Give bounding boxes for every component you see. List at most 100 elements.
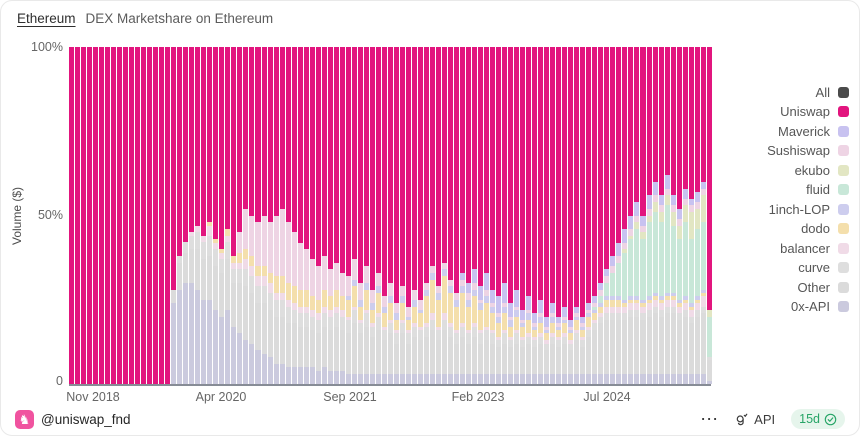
bar-102[interactable]: [682, 47, 688, 384]
bar-79[interactable]: [544, 47, 550, 384]
bar-44[interactable]: [333, 47, 339, 384]
bar-58[interactable]: [417, 47, 423, 384]
bar-21[interactable]: [195, 47, 201, 384]
bar-45[interactable]: [339, 47, 345, 384]
bar-86[interactable]: [586, 47, 592, 384]
bar-60[interactable]: [429, 47, 435, 384]
bar-13[interactable]: [147, 47, 153, 384]
chain-filter-link[interactable]: Ethereum: [17, 11, 76, 26]
bar-67[interactable]: [472, 47, 478, 384]
bar-103[interactable]: [688, 47, 694, 384]
bar-90[interactable]: [610, 47, 616, 384]
legend-item-Uniswap[interactable]: Uniswap: [767, 104, 849, 119]
bar-25[interactable]: [219, 47, 225, 384]
legend-item-balancer[interactable]: balancer: [767, 241, 849, 256]
bar-14[interactable]: [153, 47, 159, 384]
bar-91[interactable]: [616, 47, 622, 384]
bar-72[interactable]: [502, 47, 508, 384]
bar-11[interactable]: [135, 47, 141, 384]
bar-29[interactable]: [243, 47, 249, 384]
bar-23[interactable]: [207, 47, 213, 384]
bar-66[interactable]: [466, 47, 472, 384]
bar-43[interactable]: [327, 47, 333, 384]
bar-32[interactable]: [261, 47, 267, 384]
bar-2[interactable]: [81, 47, 87, 384]
bar-8[interactable]: [117, 47, 123, 384]
bar-37[interactable]: [291, 47, 297, 384]
bar-59[interactable]: [423, 47, 429, 384]
bar-98[interactable]: [658, 47, 664, 384]
author-link[interactable]: ♞ @uniswap_fnd: [15, 409, 131, 429]
bar-24[interactable]: [213, 47, 219, 384]
bar-68[interactable]: [478, 47, 484, 384]
bar-42[interactable]: [321, 47, 327, 384]
bar-48[interactable]: [357, 47, 363, 384]
bar-96[interactable]: [646, 47, 652, 384]
legend-item-ekubo[interactable]: ekubo: [767, 163, 849, 178]
bar-53[interactable]: [387, 47, 393, 384]
bar-12[interactable]: [141, 47, 147, 384]
bar-104[interactable]: [694, 47, 700, 384]
bar-99[interactable]: [664, 47, 670, 384]
bar-41[interactable]: [315, 47, 321, 384]
legend-item-Sushiswap[interactable]: Sushiswap: [767, 143, 849, 158]
bar-80[interactable]: [550, 47, 556, 384]
bar-89[interactable]: [604, 47, 610, 384]
api-button[interactable]: API: [734, 412, 775, 427]
bar-10[interactable]: [129, 47, 135, 384]
bar-22[interactable]: [201, 47, 207, 384]
bar-9[interactable]: [123, 47, 129, 384]
legend-item-1inch-LOP[interactable]: 1inch-LOP: [767, 202, 849, 217]
bar-0[interactable]: [69, 47, 75, 384]
legend-item-fluid[interactable]: fluid: [767, 182, 849, 197]
bar-94[interactable]: [634, 47, 640, 384]
bar-20[interactable]: [189, 47, 195, 384]
legend-item-All[interactable]: All: [767, 85, 849, 100]
bar-46[interactable]: [345, 47, 351, 384]
bar-3[interactable]: [87, 47, 93, 384]
legend-item-Maverick[interactable]: Maverick: [767, 124, 849, 139]
bar-100[interactable]: [670, 47, 676, 384]
bar-83[interactable]: [568, 47, 574, 384]
bar-50[interactable]: [369, 47, 375, 384]
bar-18[interactable]: [177, 47, 183, 384]
bar-54[interactable]: [393, 47, 399, 384]
bar-55[interactable]: [399, 47, 405, 384]
bar-56[interactable]: [405, 47, 411, 384]
bar-78[interactable]: [538, 47, 544, 384]
bar-38[interactable]: [297, 47, 303, 384]
bar-36[interactable]: [285, 47, 291, 384]
legend-item-curve[interactable]: curve: [767, 260, 849, 275]
bar-81[interactable]: [556, 47, 562, 384]
bar-19[interactable]: [183, 47, 189, 384]
bar-74[interactable]: [514, 47, 520, 384]
bar-1[interactable]: [75, 47, 81, 384]
bar-69[interactable]: [484, 47, 490, 384]
bar-63[interactable]: [447, 47, 453, 384]
more-options-button[interactable]: ⋯: [700, 409, 719, 429]
bar-105[interactable]: [700, 47, 706, 384]
bar-77[interactable]: [532, 47, 538, 384]
bar-52[interactable]: [381, 47, 387, 384]
bar-70[interactable]: [490, 47, 496, 384]
bar-75[interactable]: [520, 47, 526, 384]
bar-97[interactable]: [652, 47, 658, 384]
bar-57[interactable]: [411, 47, 417, 384]
bar-26[interactable]: [225, 47, 231, 384]
bar-6[interactable]: [105, 47, 111, 384]
bar-49[interactable]: [363, 47, 369, 384]
bar-16[interactable]: [165, 47, 171, 384]
bar-27[interactable]: [231, 47, 237, 384]
bar-30[interactable]: [249, 47, 255, 384]
bar-35[interactable]: [279, 47, 285, 384]
bar-85[interactable]: [580, 47, 586, 384]
bar-31[interactable]: [255, 47, 261, 384]
bar-47[interactable]: [351, 47, 357, 384]
bar-71[interactable]: [496, 47, 502, 384]
bar-28[interactable]: [237, 47, 243, 384]
bar-39[interactable]: [303, 47, 309, 384]
bar-82[interactable]: [562, 47, 568, 384]
bar-87[interactable]: [592, 47, 598, 384]
bar-62[interactable]: [441, 47, 447, 384]
bar-7[interactable]: [111, 47, 117, 384]
